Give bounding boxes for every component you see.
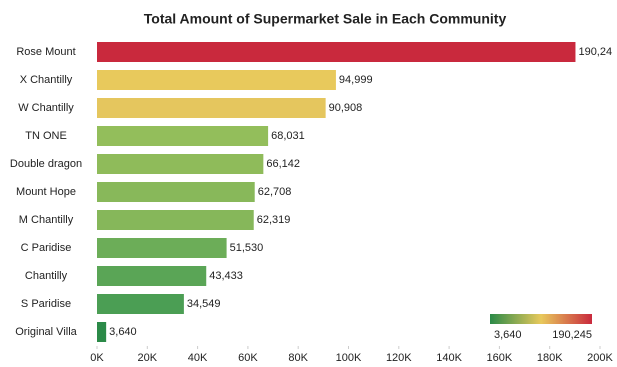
x-tick-label: 60K [238,352,258,364]
x-tick-label: 20K [138,352,158,364]
x-tick-label: 120K [386,352,412,364]
value-label: 51,530 [230,242,264,254]
value-label: 43,433 [209,270,243,282]
x-tick-label: 180K [537,352,563,364]
y-tick-label: Rose Mount [16,46,75,58]
bar [97,294,184,314]
x-tick-label: 200K [587,352,613,364]
value-label: 68,031 [271,130,305,142]
y-tick-label: M Chantilly [19,214,74,226]
value-label: 62,319 [257,214,291,226]
color-scale [490,314,592,324]
bar [97,210,254,230]
value-label: 3,640 [109,326,137,338]
chart-title: Total Amount of Supermarket Sale in Each… [144,11,507,27]
value-label: 94,999 [339,74,373,86]
y-tick-label: Chantilly [25,270,68,282]
value-label: 62,708 [258,186,292,198]
bar [97,126,269,146]
x-tick-label: 0K [90,352,104,364]
x-tick-label: 40K [188,352,208,364]
bar [97,238,227,258]
y-tick-label: C Paridise [21,242,72,254]
y-tick-label: X Chantilly [20,74,73,86]
y-tick-label: S Paridise [21,298,71,310]
y-tick-label: TN ONE [25,130,67,142]
bar [97,322,107,342]
x-tick-label: 160K [487,352,513,364]
value-label: 34,549 [187,298,221,310]
y-tick-label: Double dragon [10,158,82,170]
value-label: 190,24 [578,46,612,58]
y-tick-label: W Chantilly [18,102,74,114]
color-scale-min: 3,640 [494,329,522,341]
x-tick-label: 100K [336,352,362,364]
value-label: 66,142 [266,158,300,170]
x-tick-label: 80K [288,352,308,364]
bar [97,98,326,118]
y-tick-label: Mount Hope [16,186,76,198]
color-scale-max: 190,245 [552,329,592,341]
bar [97,42,576,62]
bar [97,70,336,90]
value-label: 90,908 [329,102,363,114]
bar [97,266,207,286]
x-tick-label: 140K [436,352,462,364]
bar [97,182,255,202]
bar [97,154,264,174]
y-tick-label: Original Villa [15,326,77,338]
